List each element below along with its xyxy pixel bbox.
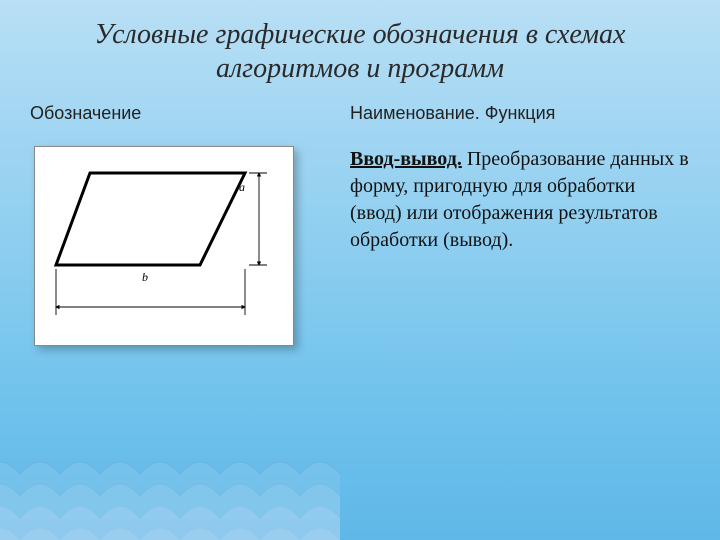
page-title: Условные графические обозначения в схема… [0, 0, 720, 85]
symbol-description: Ввод-вывод. Преобразование данных в форм… [350, 146, 690, 254]
svg-text:b: b [142, 270, 148, 284]
content-columns: Обозначение ab Наименование. Функция Вво… [0, 85, 720, 346]
description-term: Ввод-вывод. [350, 148, 462, 170]
symbol-panel: ab [34, 146, 294, 346]
decorative-waves [0, 450, 340, 540]
column-name-function: Наименование. Функция Ввод-вывод. Преобр… [330, 103, 690, 346]
svg-text:a: a [239, 180, 245, 194]
header-name-function: Наименование. Функция [350, 103, 690, 124]
header-designation: Обозначение [30, 103, 330, 124]
column-designation: Обозначение ab [30, 103, 330, 346]
io-parallelogram-diagram: ab [35, 147, 295, 347]
